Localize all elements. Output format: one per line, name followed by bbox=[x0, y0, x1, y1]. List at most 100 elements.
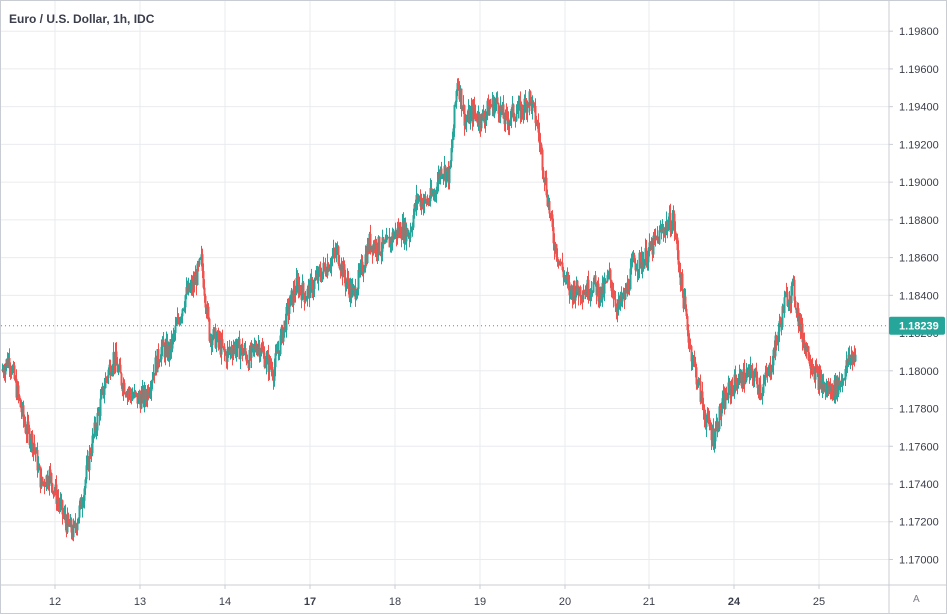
candle-body bbox=[138, 394, 141, 399]
last-price-tag: 1.18239 bbox=[889, 316, 945, 335]
candle-body bbox=[39, 466, 42, 488]
candle-body bbox=[80, 498, 83, 509]
candle-body bbox=[634, 262, 637, 271]
candle bbox=[46, 470, 49, 490]
candle bbox=[673, 210, 676, 241]
candle-body bbox=[183, 307, 186, 310]
candle bbox=[612, 282, 615, 308]
candle bbox=[333, 247, 336, 263]
candle-body bbox=[567, 279, 570, 283]
candle-body bbox=[357, 269, 360, 289]
candle bbox=[603, 272, 606, 302]
candle-body bbox=[74, 522, 77, 528]
candle bbox=[508, 120, 511, 136]
candle-body bbox=[433, 191, 436, 197]
candle-body bbox=[573, 285, 576, 301]
candle-body bbox=[288, 306, 291, 314]
candle-body bbox=[652, 235, 655, 255]
y-tick-label: 1.17400 bbox=[899, 479, 939, 491]
candle-body bbox=[786, 292, 789, 306]
candle-body bbox=[41, 477, 44, 483]
candle bbox=[292, 280, 295, 313]
x-tick-label: 24 bbox=[728, 596, 741, 608]
candle bbox=[72, 518, 75, 542]
candle-body bbox=[695, 367, 698, 385]
candle-body bbox=[215, 338, 218, 348]
candle-body bbox=[466, 119, 469, 121]
candle-body bbox=[289, 294, 292, 307]
candle-body bbox=[473, 104, 476, 113]
candle bbox=[539, 133, 542, 155]
candle bbox=[309, 273, 312, 299]
candle-body bbox=[697, 379, 700, 385]
candle-body bbox=[508, 121, 511, 127]
candle bbox=[646, 261, 649, 271]
candle-body bbox=[211, 338, 214, 346]
candle-body bbox=[753, 376, 756, 382]
candle-body bbox=[523, 98, 526, 114]
candle-body bbox=[310, 278, 313, 280]
candle bbox=[306, 285, 309, 307]
candle-body bbox=[109, 364, 112, 376]
candle-body bbox=[673, 213, 676, 232]
candle bbox=[51, 482, 54, 495]
candle-body bbox=[781, 306, 784, 328]
candle-body bbox=[610, 280, 613, 291]
candle-body bbox=[192, 280, 195, 291]
candle-body bbox=[633, 255, 636, 263]
candle bbox=[148, 387, 151, 399]
candle bbox=[814, 360, 817, 389]
candle-body bbox=[709, 426, 712, 430]
candle-body bbox=[201, 254, 204, 271]
candle-body bbox=[422, 203, 425, 209]
candle-body bbox=[689, 344, 692, 347]
candle-body bbox=[453, 104, 456, 129]
candle-body bbox=[582, 294, 585, 300]
candle bbox=[738, 364, 741, 386]
candle-body bbox=[701, 391, 704, 404]
candle bbox=[746, 367, 749, 378]
candle bbox=[295, 267, 298, 296]
candle-body bbox=[791, 281, 794, 287]
candle-body bbox=[675, 235, 678, 238]
candle-body bbox=[207, 306, 210, 319]
candle-body bbox=[583, 294, 586, 296]
candle bbox=[337, 245, 340, 267]
candle bbox=[775, 334, 778, 351]
candle-body bbox=[59, 501, 62, 507]
candle bbox=[324, 257, 327, 277]
candle bbox=[517, 95, 520, 119]
candle-body bbox=[746, 371, 749, 373]
candle-body bbox=[416, 195, 419, 201]
candle bbox=[740, 369, 743, 389]
price-axis[interactable]: 1.19800 1.19600 1.19400 1.19200 1.19000 1.188… bbox=[889, 26, 939, 566]
candle bbox=[842, 378, 845, 386]
candle-body bbox=[537, 122, 540, 133]
candle-body bbox=[517, 102, 520, 111]
candle-body bbox=[285, 306, 288, 331]
candle bbox=[801, 317, 804, 351]
candle-body bbox=[760, 395, 763, 397]
candle-body bbox=[783, 297, 786, 313]
auto-scale-button[interactable]: A bbox=[907, 588, 927, 608]
candle-body bbox=[329, 266, 332, 268]
candle bbox=[709, 419, 712, 431]
candle bbox=[587, 270, 590, 304]
candle-body bbox=[72, 524, 75, 538]
candle-body bbox=[203, 287, 206, 296]
candle-body bbox=[504, 112, 507, 125]
candle-body bbox=[541, 149, 544, 171]
time-axis[interactable]: 12 13 14 17 18 19 20 21 24 25 bbox=[49, 585, 825, 608]
candle-body bbox=[333, 249, 336, 253]
candle-body bbox=[707, 412, 710, 418]
candle-body bbox=[424, 196, 427, 200]
candle-body bbox=[385, 236, 388, 243]
candle-body bbox=[76, 523, 79, 531]
candle-body bbox=[579, 286, 582, 298]
candle-body bbox=[330, 258, 333, 267]
candle bbox=[849, 356, 852, 370]
candle-body bbox=[48, 469, 51, 486]
candle-body bbox=[332, 249, 335, 256]
x-tick-label: 14 bbox=[219, 596, 231, 608]
